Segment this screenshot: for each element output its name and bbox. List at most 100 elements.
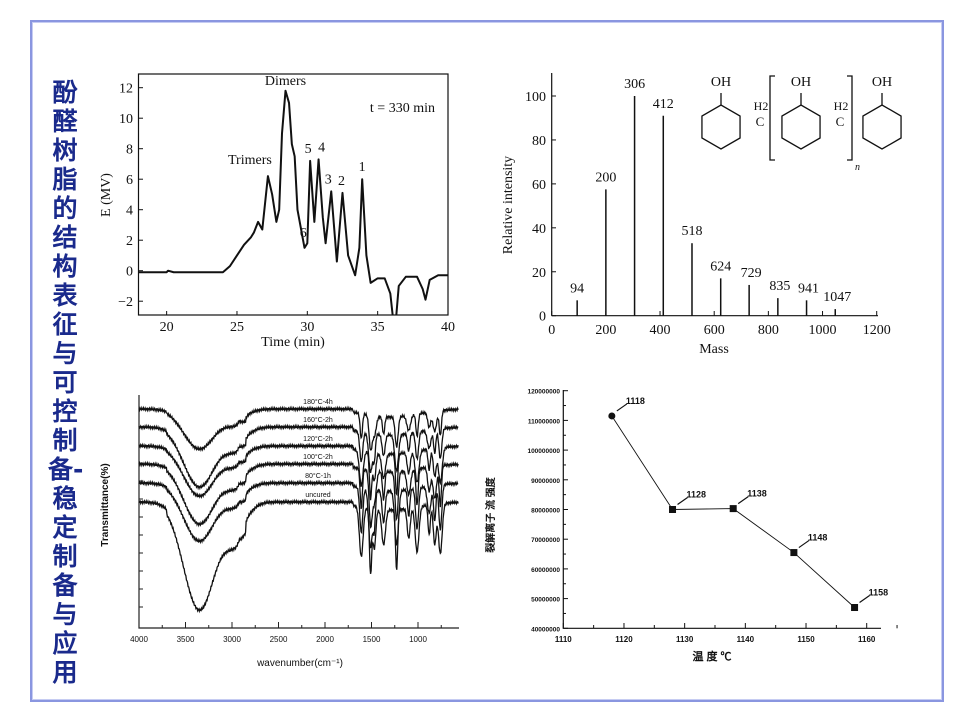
phenol-ring [781,104,821,150]
data-point [790,549,798,557]
x-tick-label: 1130 [676,635,694,644]
bar-label: 306 [624,77,645,92]
x-tick-label: 2500 [270,635,288,644]
ir-curve [138,479,459,549]
data-point [729,505,737,513]
bar-label: 624 [710,259,731,274]
x-tick-label: 200 [595,323,616,338]
bar-label: 941 [798,281,819,296]
x-tick-label: 3500 [177,635,195,644]
phenol-ring [862,104,902,150]
x-axis-label: 温 度 ℃ [692,649,731,663]
h2-label: H2 [754,99,769,113]
x-tick-label: 4000 [130,635,148,644]
point-label: 1148 [808,533,828,543]
y-tick-label: 120000000 [527,389,560,396]
y-axis-label: 裂解离子 流 强度 [484,476,497,554]
ch2-label: C [756,114,765,129]
x-tick-label: 30 [300,320,314,335]
bar-label: 200 [595,170,616,185]
series-label: 100°C-2h [303,453,333,461]
x-tick-label: 1160 [858,635,876,644]
slide-title: 酚醛树脂的结构表征与可控制备-稳定制备与应用 [48,78,84,687]
ir-curve [138,498,459,614]
data-point [851,604,859,612]
x-tick-label: 1000 [409,635,427,644]
series-label: uncured [305,492,330,499]
y-tick-label: 50000000 [531,597,560,604]
peak-label: 6 [300,226,307,241]
label-arrow [737,496,749,505]
bar-label: 729 [741,266,762,281]
peak-label: 1 [359,160,366,175]
slide-frame [30,20,944,702]
plot-frame [137,73,449,316]
x-axis-label: wavenumber(cm⁻¹) [256,658,343,669]
oh-label: OH [711,75,731,90]
point-label: 1118 [626,396,645,406]
bar-label: 835 [769,279,790,294]
point-label: 1158 [869,588,889,598]
ir-curve [138,460,459,529]
x-tick-label: 40 [441,320,455,335]
series-label: 120°C-2h [303,435,333,443]
y-tick-label: 90000000 [531,478,560,485]
x-tick-label: 1140 [737,635,755,644]
y-tick-label: 2 [126,234,133,249]
label-arrow [616,403,628,412]
x-tick-label: 3000 [223,635,241,644]
label-arrow [859,595,870,604]
x-tick-label: 1120 [615,635,633,644]
y-tick-label: 0 [126,265,133,280]
bar-label: 1047 [823,290,851,305]
label-arrow [677,497,688,505]
y-tick-label: 110000000 [528,418,561,425]
x-tick-label: 2000 [316,635,334,644]
x-tick-label: 25 [230,320,244,335]
y-tick-label: 40000000 [531,626,560,633]
y-tick-label: 40 [532,222,546,237]
y-tick-label: 12 [119,82,133,97]
ir-curve [138,442,459,501]
x-tick-label: 20 [160,320,174,335]
peak-label: Trimers [228,153,272,168]
y-tick-label: 10 [119,112,133,127]
x-tick-label: 1200 [863,323,891,338]
y-tick-label: 100 [525,90,546,105]
x-tick-label: 35 [371,320,385,335]
y-tick-label: 0 [539,310,546,325]
peak-label: 3 [325,172,332,187]
y-tick-label: 20 [532,266,546,281]
series-label: 160°C-2h [303,416,333,424]
x-tick-label: 600 [704,323,725,338]
peak-label: 5 [305,142,312,157]
y-axis-label: E (MV) [99,173,114,217]
point-label: 1138 [747,489,767,499]
x-tick-label: 1000 [809,323,837,338]
x-tick-label: 0 [548,323,555,338]
ir-curve [138,405,459,452]
bar-label: 94 [570,281,584,296]
y-tick-label: 60 [532,178,546,193]
peak-label: 2 [338,174,345,189]
ch2-label: C [836,114,845,129]
peak-label: 4 [318,140,325,155]
series-label: 80°C-1h [305,472,331,480]
ir-curve [138,423,459,491]
y-tick-label: −2 [118,295,133,310]
oh-label: OH [791,75,811,90]
y-tick-label: 60000000 [531,567,560,574]
y-tick-label: 80 [532,134,546,149]
y-tick-label: 4 [126,204,133,219]
series-label: 180°C-4h [303,398,333,406]
x-axis-label: Mass [699,342,729,357]
annotation: t = 330 min [370,101,435,116]
x-tick-label: 400 [650,323,671,338]
oh-label: OH [872,75,892,90]
y-tick-label: 80000000 [531,508,560,515]
peak-label: Dimers [265,74,306,89]
